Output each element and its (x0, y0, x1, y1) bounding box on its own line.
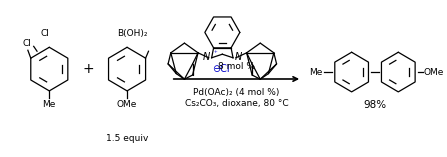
Text: 98%: 98% (363, 100, 387, 110)
Text: Cl: Cl (22, 39, 31, 48)
Text: Cs₂CO₃, dioxane, 80 °C: Cs₂CO₃, dioxane, 80 °C (185, 99, 288, 108)
Text: ⁺: ⁺ (214, 51, 217, 57)
Text: ⊖Cl: ⊖Cl (213, 64, 230, 74)
Text: Me: Me (42, 100, 56, 109)
Text: OMe: OMe (117, 100, 137, 109)
Text: N: N (202, 52, 210, 62)
Text: B(OH)₂: B(OH)₂ (117, 29, 147, 38)
Text: 1.5 equiv: 1.5 equiv (106, 134, 148, 143)
Text: Cl: Cl (41, 29, 50, 38)
Text: OMe: OMe (424, 68, 444, 77)
Text: +: + (82, 62, 94, 76)
Text: 8 mol %: 8 mol % (218, 62, 255, 71)
Text: Pd(OAc)₂ (4 mol %): Pd(OAc)₂ (4 mol %) (193, 88, 280, 97)
Text: N: N (235, 52, 242, 62)
Text: Me: Me (309, 68, 322, 77)
